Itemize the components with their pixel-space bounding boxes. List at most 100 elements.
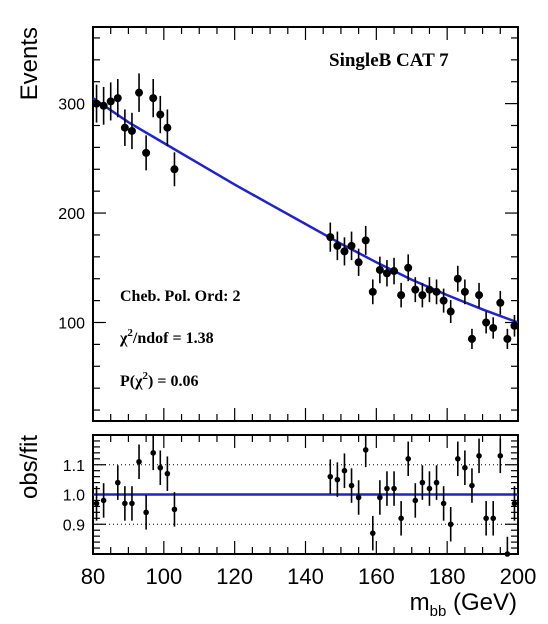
- data-point: [326, 222, 335, 252]
- data-point: [361, 225, 370, 255]
- data-point: [368, 279, 377, 305]
- data-point: [163, 109, 172, 146]
- data-point: [347, 231, 356, 261]
- ratio-point: [419, 465, 426, 500]
- ratio-point: [426, 471, 433, 506]
- main-y-axis-label: Events: [16, 27, 43, 100]
- data-point: [92, 84, 101, 123]
- marker: [489, 323, 498, 332]
- ratio-gridlines: [93, 464, 518, 525]
- fit-curve-line: [92, 97, 519, 324]
- marker: [163, 123, 172, 132]
- data-point: [340, 237, 349, 266]
- ratio-marker: [391, 485, 397, 492]
- ratio-marker: [122, 500, 128, 507]
- marker: [135, 88, 144, 97]
- marker: [127, 126, 136, 135]
- data-point: [99, 86, 108, 125]
- data-point: [127, 112, 136, 150]
- data-point: [411, 277, 420, 303]
- ratio-marker: [348, 482, 355, 489]
- ratio-marker: [136, 458, 142, 465]
- data-point: [503, 328, 512, 350]
- ratio-marker: [433, 479, 440, 486]
- x-axis-label-main: m: [410, 589, 430, 616]
- ratio-point: [362, 435, 369, 468]
- data-point: [142, 135, 151, 171]
- data-point: [425, 277, 434, 303]
- main-panel: 100 200 300 Events SingleB CAT 7 Cheb. Pol…: [16, 26, 519, 422]
- ratio-marker: [447, 521, 454, 528]
- marker: [503, 334, 512, 343]
- data-point: [106, 82, 115, 121]
- ratio-marker: [483, 515, 489, 522]
- ratio-ticks: [92, 434, 519, 555]
- marker: [326, 233, 335, 242]
- ratio-marker: [362, 447, 369, 453]
- marker: [333, 241, 342, 250]
- marker: [375, 265, 384, 274]
- data-point: [432, 279, 441, 305]
- chi2-sup: 2: [127, 327, 133, 339]
- marker: [482, 318, 491, 327]
- data-point: [120, 109, 129, 146]
- ratio-marker: [334, 476, 341, 483]
- ratio-marker: [405, 456, 412, 462]
- marker: [510, 321, 519, 330]
- data-point: [135, 73, 144, 112]
- data-point: [333, 231, 342, 261]
- ratio-point: [114, 465, 121, 500]
- pchi2-suffix: ) = 0.06: [148, 373, 198, 390]
- data-point: [439, 288, 448, 313]
- marker: [397, 291, 406, 300]
- main-y-tick-label: 200: [58, 206, 85, 223]
- ratio-marker: [171, 506, 178, 513]
- ratio-marker: [100, 497, 107, 504]
- data-point: [149, 79, 158, 118]
- ratio-point: [454, 441, 461, 477]
- data-point: [510, 315, 519, 337]
- x-axis-label: mbb (GeV): [410, 589, 517, 620]
- data-point: [404, 254, 413, 282]
- ratio-marker: [454, 456, 461, 462]
- x-tick-label: 180: [429, 564, 466, 589]
- ratio-point: [129, 486, 135, 521]
- data-point: [475, 282, 484, 308]
- marker: [439, 296, 448, 305]
- data-point: [418, 282, 427, 308]
- marker: [418, 291, 427, 300]
- ratio-point: [369, 515, 376, 551]
- ratio-marker: [412, 497, 419, 504]
- ratio-point: [476, 438, 482, 474]
- ratio-point: [348, 468, 355, 503]
- ratio-marker: [426, 485, 433, 492]
- marker: [446, 307, 455, 316]
- ratio-y-tick-labels: 0.9 1.0 1.1: [63, 458, 85, 535]
- x-tick-label: 100: [145, 564, 182, 589]
- marker: [453, 274, 462, 283]
- marker: [99, 101, 108, 110]
- main-fit-curve: [92, 97, 519, 324]
- marker: [382, 269, 391, 278]
- data-point: [446, 300, 455, 324]
- data-point: [482, 311, 491, 334]
- x-tick-label: 120: [216, 564, 253, 589]
- ratio-point: [469, 468, 475, 503]
- ratio-point: [447, 506, 454, 542]
- ratio-marker: [497, 453, 504, 459]
- ratio-point: [391, 471, 397, 506]
- marker: [432, 287, 441, 296]
- ratio-marker: [341, 467, 348, 474]
- ratio-marker: [511, 500, 518, 507]
- ratio-point: [341, 453, 348, 488]
- ratio-panel: 0.9 1.0 1.1 80 100 120 140 160 180 200 obs/fit m…: [16, 434, 536, 620]
- ratio-point: [433, 465, 440, 500]
- ratio-point: [143, 495, 149, 530]
- ratio-marker: [384, 485, 390, 492]
- ratio-marker: [150, 450, 157, 456]
- ratio-point: [462, 450, 468, 485]
- data-point: [453, 265, 462, 292]
- marker: [496, 298, 505, 307]
- marker: [425, 285, 434, 294]
